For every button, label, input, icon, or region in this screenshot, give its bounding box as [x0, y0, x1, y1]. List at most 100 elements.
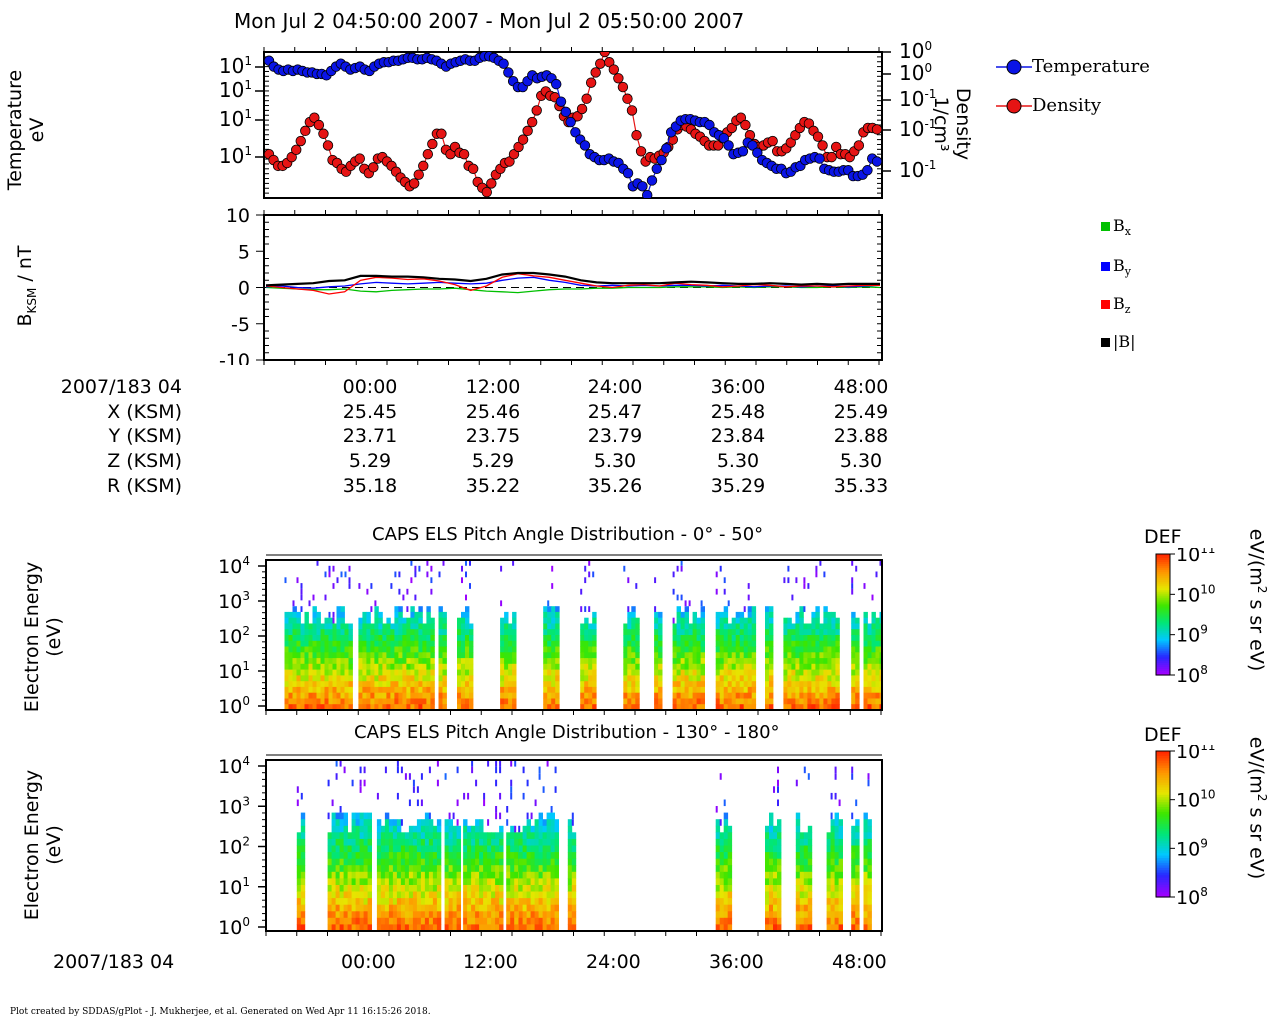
spec-cell — [304, 652, 309, 659]
spec-cell — [370, 675, 375, 682]
colorbar-swatch — [1156, 877, 1170, 881]
spec-cell — [374, 681, 379, 688]
spec-cell — [680, 617, 685, 624]
colorbar-swatch — [1156, 558, 1170, 561]
spec-cell — [384, 865, 390, 873]
spec-cell — [504, 663, 509, 670]
spec-speckle — [420, 799, 423, 807]
spec-cell — [723, 658, 729, 665]
spec-cell — [428, 852, 434, 860]
spec-speckle — [471, 766, 474, 774]
spec-cell — [863, 885, 868, 892]
spec-cell — [396, 904, 402, 912]
spec-cell — [830, 832, 835, 840]
spec-cell — [799, 652, 804, 659]
spec-cell — [631, 692, 636, 699]
colorbar-frame — [1155, 750, 1171, 898]
spec-cell — [571, 911, 577, 919]
spec-speckle — [284, 577, 287, 584]
spec-cell — [465, 704, 470, 710]
spec-cell — [328, 646, 333, 653]
spec-cell — [408, 852, 414, 860]
spec-cell — [522, 832, 527, 840]
spec-cell — [769, 825, 774, 833]
spec-cell — [777, 911, 782, 919]
spec-cell — [851, 852, 856, 860]
spec-cell — [783, 617, 788, 624]
density-point — [318, 128, 329, 139]
spec-cell — [512, 617, 517, 624]
spec-cell — [504, 617, 509, 624]
spec-cell — [344, 669, 349, 676]
spec-cell — [815, 686, 820, 694]
spec-cell — [546, 871, 551, 879]
spec-cell — [359, 917, 364, 925]
spec-cell — [547, 698, 552, 705]
spec-cell — [469, 675, 474, 682]
spec-cell — [398, 692, 403, 699]
spec-cell — [363, 898, 368, 906]
spec-cell — [522, 825, 527, 833]
spec-speckle — [542, 786, 545, 793]
spec-cell — [367, 878, 372, 886]
spec-cell — [867, 623, 872, 630]
spec-cell — [571, 904, 577, 912]
density-point — [531, 105, 542, 116]
spec-cell — [363, 891, 368, 899]
spec-cell — [811, 704, 816, 710]
spec-cell — [475, 898, 480, 906]
spec-speckle — [719, 565, 722, 572]
spec-cell — [408, 885, 414, 892]
spec-cell — [442, 611, 447, 619]
spec-cell — [444, 904, 449, 912]
spec-cell — [773, 898, 778, 906]
spec-cell — [366, 692, 371, 699]
spec-cell — [676, 675, 681, 682]
spec-cell — [731, 658, 737, 665]
spec-cell — [743, 692, 749, 699]
spec-speckle — [296, 799, 299, 807]
spec-speckle — [465, 571, 467, 578]
spec-tick-label: 101 — [218, 875, 250, 899]
td-left-tick-label: 101 — [219, 78, 252, 102]
spec-cell — [546, 885, 551, 892]
spec-speckle — [851, 773, 854, 780]
spec-cell — [479, 819, 484, 827]
spec-cell — [414, 692, 419, 699]
spec-cell — [863, 898, 868, 906]
spec-speckle — [747, 583, 750, 589]
spec-cell — [412, 845, 418, 853]
spec-speckle — [588, 606, 591, 612]
spec-cell — [327, 878, 332, 886]
spec-cell — [288, 635, 293, 642]
spec-cell — [396, 911, 402, 919]
spec-cell — [461, 646, 466, 653]
spec-speckle — [747, 594, 750, 601]
spec-speckle — [426, 560, 429, 566]
spec-cell — [344, 681, 349, 688]
spec-cell — [430, 617, 435, 624]
spec-cell — [680, 698, 685, 705]
spec-cell — [863, 878, 868, 886]
spec-cell — [396, 878, 402, 886]
spec-cell — [627, 704, 632, 710]
spec-cell — [807, 865, 813, 873]
spec-speckle — [483, 799, 486, 807]
bz-legend-label: B — [1113, 294, 1125, 313]
spec-cell — [684, 652, 689, 659]
spec-cell — [510, 858, 515, 866]
spec-cell — [465, 675, 470, 682]
spec-cell — [324, 686, 329, 694]
spec-cell — [672, 623, 677, 630]
spec-cell — [412, 871, 418, 879]
spec-speckle — [680, 565, 683, 572]
spec-cell — [715, 819, 721, 827]
spec-cell — [851, 646, 856, 653]
spec-cell — [422, 681, 427, 688]
spec-cell — [412, 832, 418, 840]
spec-cell — [320, 663, 325, 670]
spec-cell — [765, 898, 770, 906]
spec-cell — [803, 891, 809, 899]
spec-cell — [378, 675, 383, 682]
